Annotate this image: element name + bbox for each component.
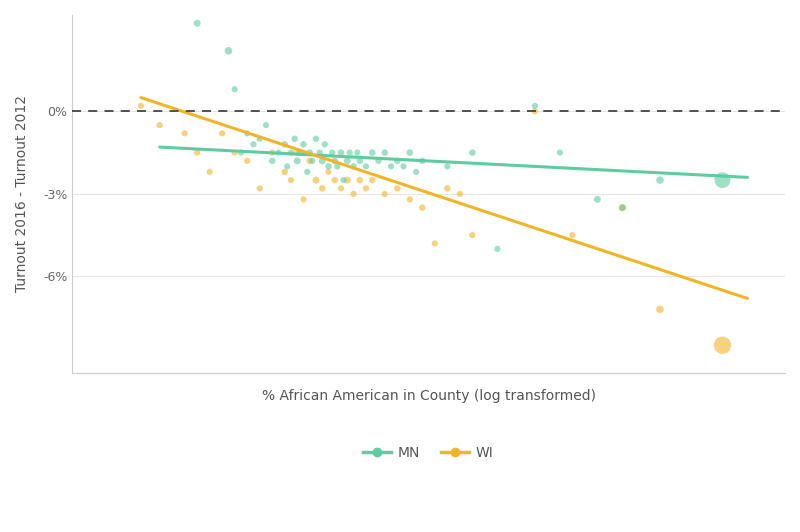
Point: [491, 245, 504, 253]
Point: [391, 156, 404, 165]
Point: [385, 162, 398, 171]
Point: [360, 162, 373, 171]
Point: [301, 168, 314, 176]
Point: [322, 168, 335, 176]
Point: [228, 148, 241, 157]
Point: [354, 176, 366, 185]
Point: [466, 231, 478, 239]
Point: [291, 156, 304, 165]
Point: [297, 195, 310, 204]
Point: [616, 203, 629, 212]
Point: [303, 156, 316, 165]
Point: [378, 189, 391, 198]
Y-axis label: Turnout 2016 - Turnout 2012: Turnout 2016 - Turnout 2012: [15, 95, 29, 293]
Point: [266, 156, 278, 165]
Point: [228, 85, 241, 94]
Point: [326, 148, 338, 157]
Point: [716, 341, 729, 350]
Point: [247, 140, 260, 148]
Point: [529, 107, 542, 115]
Point: [566, 231, 578, 239]
Point: [291, 148, 304, 157]
Point: [266, 148, 278, 157]
Point: [343, 148, 356, 157]
Point: [322, 162, 335, 171]
Point: [278, 168, 291, 176]
Point: [416, 203, 429, 212]
Point: [334, 184, 347, 193]
Point: [318, 140, 331, 148]
Legend: MN, WI: MN, WI: [358, 440, 499, 466]
Point: [716, 176, 729, 185]
Point: [310, 176, 322, 185]
Point: [288, 135, 301, 143]
Point: [391, 184, 404, 193]
Point: [190, 148, 203, 157]
Point: [285, 176, 298, 185]
Point: [278, 140, 291, 148]
Point: [591, 195, 604, 204]
Point: [347, 189, 360, 198]
Point: [403, 148, 416, 157]
Point: [654, 305, 666, 314]
Point: [403, 195, 416, 204]
Point: [190, 19, 203, 28]
Point: [259, 121, 272, 129]
Point: [441, 184, 454, 193]
Point: [554, 148, 566, 157]
Point: [241, 156, 254, 165]
Point: [366, 148, 378, 157]
Point: [378, 148, 391, 157]
Point: [294, 148, 306, 157]
Point: [297, 140, 310, 148]
Point: [241, 129, 254, 138]
Point: [303, 148, 316, 157]
Point: [203, 168, 216, 176]
Point: [222, 46, 235, 55]
Point: [285, 148, 298, 157]
Point: [134, 102, 147, 110]
Point: [328, 156, 341, 165]
Point: [337, 176, 350, 185]
Point: [254, 184, 266, 193]
Point: [366, 176, 378, 185]
Point: [347, 162, 360, 171]
Point: [328, 176, 341, 185]
Point: [360, 184, 373, 193]
Point: [429, 239, 442, 248]
Point: [441, 162, 454, 171]
Point: [281, 162, 294, 171]
Point: [154, 121, 166, 129]
Point: [354, 156, 366, 165]
Point: [254, 135, 266, 143]
Point: [234, 148, 247, 157]
Point: [351, 148, 364, 157]
Point: [314, 148, 326, 157]
Point: [316, 184, 329, 193]
Point: [466, 148, 478, 157]
Point: [397, 162, 410, 171]
Point: [316, 156, 329, 165]
Point: [334, 148, 347, 157]
Point: [216, 129, 229, 138]
Point: [310, 135, 322, 143]
Point: [410, 168, 422, 176]
Point: [372, 156, 385, 165]
Point: [341, 156, 354, 165]
X-axis label: % African American in County (log transformed): % African American in County (log transf…: [262, 389, 595, 403]
Point: [654, 176, 666, 185]
Point: [331, 162, 344, 171]
Point: [454, 189, 466, 198]
Point: [178, 129, 191, 138]
Point: [416, 156, 429, 165]
Point: [616, 203, 629, 212]
Point: [529, 102, 542, 110]
Point: [341, 176, 354, 185]
Point: [272, 148, 285, 157]
Point: [306, 156, 318, 165]
